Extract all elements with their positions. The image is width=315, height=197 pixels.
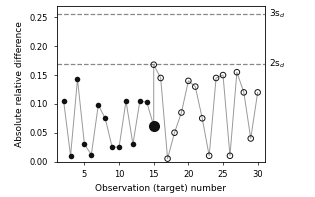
Point [110,146,115,149]
Point [158,76,163,80]
Point [220,73,226,77]
Point [75,78,80,81]
Point [82,143,87,146]
Point [234,71,239,74]
Point [103,117,108,120]
Point [227,154,232,157]
Point [193,85,198,88]
Point [165,157,170,160]
Point [186,79,191,82]
Point [172,131,177,134]
Point [137,99,142,103]
Point [144,101,149,104]
X-axis label: Observation (target) number: Observation (target) number [95,184,226,193]
Point [255,91,260,94]
Point [241,91,246,94]
Point [89,153,94,156]
Point [117,146,122,149]
Point [151,63,156,66]
Point [200,117,205,120]
Y-axis label: Absolute relative difference: Absolute relative difference [15,21,25,147]
Point [61,99,66,103]
Text: 2s$_d$: 2s$_d$ [269,57,285,70]
Point [207,154,212,157]
Point [96,103,101,107]
Point [179,111,184,114]
Point [248,137,253,140]
Point [130,143,135,146]
Point [214,76,219,80]
Text: 3s$_d$: 3s$_d$ [269,8,285,20]
Point [123,99,129,103]
Point [151,124,156,127]
Point [68,154,73,157]
